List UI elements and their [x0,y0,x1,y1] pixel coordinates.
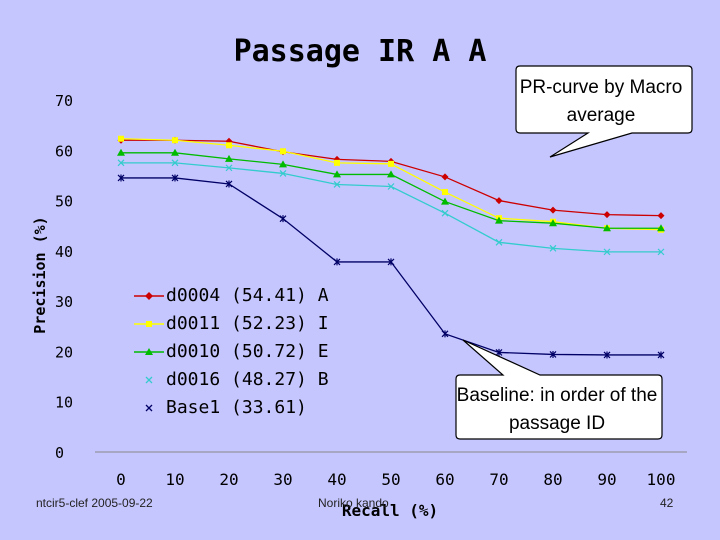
data-point-d0010 [495,216,503,224]
legend-label: Base1 (33.61) [166,397,307,418]
legend-entry-d0004: d0004 (54.41) A [124,283,352,309]
x-tick-label: 70 [489,470,508,489]
legend-label: d0016 (48.27) B [166,369,329,390]
legend-marker-d0016 [145,376,153,384]
legend-entry-base1: Base1 (33.61) [124,395,352,421]
legend-label: d0004 (54.41) A [166,285,329,306]
chart-legend: d0004 (54.41) A d0011 (52.23) I d0010 (5… [124,279,352,431]
data-point-Base1 [387,258,395,266]
data-point-d0016 [171,159,179,167]
data-point-d0011 [280,148,286,155]
x-tick-label: 0 [116,470,126,489]
data-point-d0010 [225,154,233,162]
data-point-d0010 [171,148,179,156]
chart-title: Passage IR A A [233,34,487,69]
data-point-d0016 [117,159,125,167]
data-point-d0010 [387,170,395,178]
data-point-d0004 [657,212,665,220]
data-point-d0016 [495,238,503,246]
data-point-d0010 [549,219,557,227]
x-tick-label: 30 [273,470,292,489]
data-point-d0004 [603,211,611,219]
data-point-d0010 [441,197,449,205]
data-point-d0016 [387,183,395,190]
data-point-d0011 [118,135,124,142]
data-point-Base1 [333,258,341,266]
y-tick-label: 70 [55,92,73,110]
footer-left: ntcir5-clef 2005-09-22 [36,496,153,510]
legend-marker-d0004 [134,292,164,300]
x-tick-label: 100 [647,470,676,489]
data-point-d0016 [333,181,341,188]
y-axis-label: Precision (%) [31,216,49,333]
legend-entry-d0010: d0010 (50.72) E [124,339,352,365]
data-point-Base1 [549,350,557,358]
data-point-d0016 [441,209,449,217]
legend-marker-base1 [145,404,153,412]
data-point-Base1 [279,215,287,223]
x-tick-label: 90 [597,470,616,489]
data-point-d0010 [603,224,611,232]
legend-entry-d0016: d0016 (48.27) B [124,367,352,393]
data-point-d0010 [117,148,125,156]
data-point-d0010 [333,170,341,178]
data-point-Base1 [225,180,233,188]
x-axis-label: Recall (%) [342,501,438,520]
x-tick-label: 60 [435,470,454,489]
x-tick-label: 50 [381,470,400,489]
y-tick-label: 0 [55,444,64,462]
y-tick-label: 60 [55,142,73,160]
data-point-d0010 [279,160,287,168]
callout-baseline-bubble [455,339,663,440]
data-point-d0011 [226,142,232,149]
data-point-Base1 [657,351,665,359]
x-tick-label: 80 [543,470,562,489]
legend-label: d0011 (52.23) I [166,313,329,334]
y-tick-label: 50 [55,193,73,211]
data-point-d0016 [657,248,665,256]
callout-macro-average-bubble [515,65,693,158]
data-point-d0016 [279,169,287,177]
y-tick-label: 30 [55,293,73,311]
legend-entry-d0011: d0011 (52.23) I [124,311,352,337]
data-point-d0004 [441,173,449,181]
data-point-Base1 [441,330,449,338]
data-point-d0010 [657,224,665,232]
x-tick-label: 40 [327,470,346,489]
x-tick-label: 20 [219,470,238,489]
data-point-d0004 [549,206,557,214]
y-tick-label: 20 [55,343,73,361]
data-point-Base1 [603,351,611,359]
callout-macro-average: PR-curve by Macro average [519,77,683,126]
callout-baseline: Baseline: in order of the passage ID [456,385,658,434]
data-point-d0011 [172,137,178,144]
data-point-d0011 [334,159,340,166]
data-point-d0011 [442,189,448,196]
data-point-d0016 [603,248,611,256]
y-tick-label: 40 [55,243,73,261]
data-point-d0016 [549,244,557,252]
legend-marker-d0011 [134,321,164,327]
y-tick-label: 10 [55,394,73,412]
data-point-d0016 [225,164,233,172]
data-point-Base1 [171,174,179,182]
data-point-d0004 [495,197,503,205]
legend-label: d0010 (50.72) E [166,341,329,362]
legend-marker-d0010 [134,348,164,355]
data-point-Base1 [117,174,125,182]
data-point-d0011 [388,160,394,167]
page-number: 42 [660,496,674,510]
footer-center: Noriko kando [318,496,389,510]
data-point-Base1 [495,348,503,356]
x-tick-label: 10 [165,470,184,489]
